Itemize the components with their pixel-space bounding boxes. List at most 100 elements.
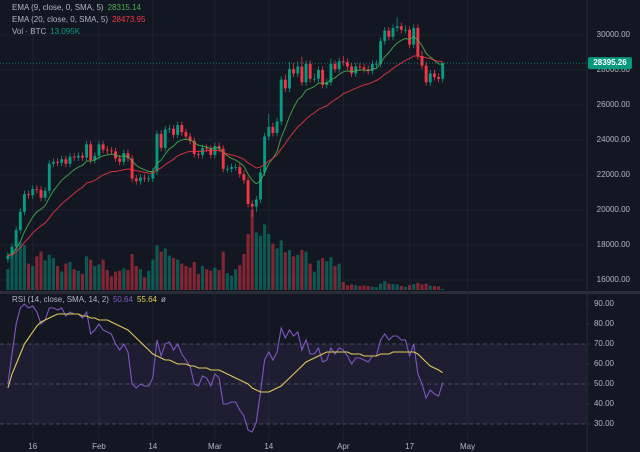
candle-body (267, 126, 271, 137)
candle-body (43, 190, 47, 198)
y-tick-label: 50.00 (594, 379, 615, 388)
ema-line (7, 36, 443, 256)
volume-bar (142, 277, 147, 290)
volume-bar (403, 286, 408, 290)
legend-value: 55.64 (137, 295, 158, 304)
volume-bar (250, 210, 254, 290)
volume-bar (196, 274, 200, 290)
ema-line (7, 55, 443, 256)
candle-body (230, 167, 233, 169)
candle-body (399, 26, 403, 30)
candle-body (234, 167, 238, 168)
volume-bar (300, 250, 304, 290)
x-tick-label: Apr (337, 442, 350, 451)
candle-body (138, 177, 142, 182)
y-tick-label: 90.00 (594, 299, 615, 308)
candle-body (383, 30, 387, 42)
volume-bar (27, 263, 31, 290)
candle-body (101, 144, 105, 150)
legend-name: RSI (14, close, SMA, 14, 2) (12, 295, 109, 304)
volume-bar (147, 270, 151, 290)
candle-body (151, 171, 155, 179)
volume-bar (163, 248, 167, 290)
volume-bar (304, 251, 308, 290)
candle-body (374, 63, 378, 65)
volume-bar (267, 234, 271, 290)
y-tick-label: 16000.00 (597, 275, 631, 284)
volume-bar (316, 260, 321, 290)
volume-bar (366, 286, 370, 290)
candle-body (354, 66, 358, 74)
candle-body (379, 41, 383, 64)
candle-body (432, 73, 436, 78)
volume-bar (271, 243, 275, 290)
volume-bar (258, 235, 263, 290)
candle-body (428, 73, 432, 83)
volume-bar (39, 251, 43, 290)
candle-body (395, 26, 399, 29)
volume-bar (200, 266, 205, 290)
volume-bar (246, 234, 250, 290)
x-tick-label: 14 (148, 442, 157, 451)
volume-bar (370, 286, 374, 290)
volume-bar (101, 259, 105, 290)
volume-bar (333, 266, 337, 290)
volume-bar (395, 284, 399, 290)
candle-body (346, 62, 349, 67)
volume-bar (296, 254, 300, 290)
volume-bar (358, 286, 362, 290)
candle-body (143, 177, 146, 179)
volume-bar (362, 285, 366, 290)
y-tick-label: 60.00 (594, 359, 615, 368)
candle-body (437, 77, 441, 79)
candle-body (6, 255, 10, 260)
candle-body (155, 133, 159, 172)
candle-body (246, 180, 250, 204)
legend-entry: RSI (14, close, SMA, 14, 2) 50.64 55.64 ø (12, 295, 166, 304)
candle-body (416, 28, 420, 57)
volume-bar (399, 286, 403, 290)
y-tick-label: 24000.00 (597, 135, 631, 144)
volume-bar (209, 270, 213, 290)
candle-body (441, 63, 445, 79)
candle-body (109, 150, 113, 152)
candle-body (296, 66, 300, 74)
volume-bar (292, 256, 296, 290)
volume-bar (416, 282, 420, 290)
volume-bar (436, 286, 441, 290)
candle-body (275, 121, 279, 134)
candle-body (85, 144, 89, 158)
y-tick-label: 30.00 (594, 419, 615, 428)
x-tick-label: May (460, 442, 475, 451)
candle-body (420, 56, 424, 66)
candle-body (254, 199, 258, 207)
candle-body (134, 178, 138, 182)
volume-bar (159, 251, 163, 290)
volume-bar (312, 271, 316, 290)
volume-bar (130, 254, 134, 290)
y-tick-label: 30000.00 (597, 30, 631, 39)
candle-body (167, 128, 171, 130)
y-tick-label: 20000.00 (597, 205, 631, 214)
volume-bar (337, 263, 341, 290)
volume-bar (167, 255, 171, 290)
candle-body (10, 246, 14, 256)
volume-bar (14, 248, 18, 290)
volume-bar (93, 266, 97, 290)
rsi-band (0, 344, 586, 424)
volume-bar (341, 282, 345, 290)
candle-body (333, 63, 337, 70)
volume-bar (31, 266, 35, 290)
candle-body (242, 174, 246, 181)
volume-bar (308, 263, 312, 290)
volume-bar (242, 254, 246, 290)
volume-bar (10, 255, 14, 290)
volume-bar (122, 268, 126, 290)
volume-bar (217, 270, 221, 290)
candle-body (321, 70, 325, 85)
candle-body (105, 149, 109, 151)
volume-bar (283, 252, 287, 290)
volume-bar (80, 274, 84, 290)
candle-body (292, 69, 296, 74)
candle-body (31, 189, 35, 196)
